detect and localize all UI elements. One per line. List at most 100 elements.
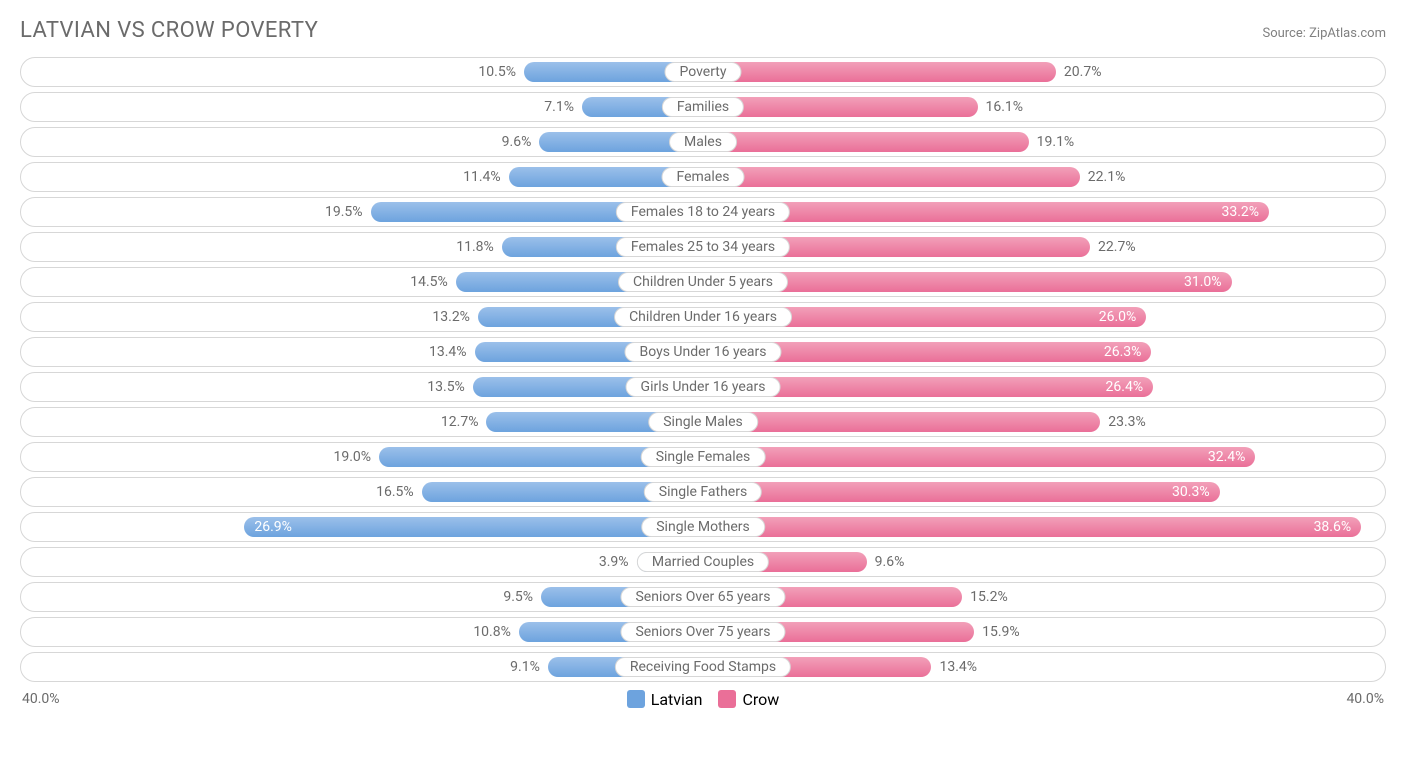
row-right-half: 26.3% xyxy=(703,338,1385,366)
row-left-half: 12.7% xyxy=(21,408,703,436)
chart-row: 13.4% 26.3%Boys Under 16 years xyxy=(20,337,1386,367)
row-left-half: 10.8% xyxy=(21,618,703,646)
bar-crow xyxy=(703,412,1100,432)
row-label: Married Couples xyxy=(637,552,769,572)
legend-swatch-latvian xyxy=(627,690,645,708)
chart-row: 16.5% 30.3% Single Fathers xyxy=(20,477,1386,507)
row-label: Males xyxy=(669,132,737,152)
value-crow: 31.0% xyxy=(1184,274,1222,290)
value-crow: 19.1% xyxy=(1037,134,1075,150)
chart-row: 9.5% 15.2% Seniors Over 65 years xyxy=(20,582,1386,612)
row-left-half: 9.6% xyxy=(21,128,703,156)
row-right-half: 19.1% xyxy=(703,128,1385,156)
row-right-half: 23.3% xyxy=(703,408,1385,436)
row-left-half: 14.5% xyxy=(21,268,703,296)
value-latvian: 13.4% xyxy=(429,344,467,360)
value-crow: 33.2% xyxy=(1221,204,1259,220)
row-left-half: 11.8% xyxy=(21,233,703,261)
row-label: Receiving Food Stamps xyxy=(615,657,791,677)
value-latvian: 14.5% xyxy=(410,274,448,290)
row-label: Females 25 to 34 years xyxy=(616,237,790,257)
value-crow: 30.3% xyxy=(1172,484,1210,500)
row-right-half: 32.4% xyxy=(703,443,1385,471)
row-left-half: 10.5% xyxy=(21,58,703,86)
value-latvian: 9.1% xyxy=(510,659,540,675)
chart-title: LATVIAN VS CROW POVERTY xyxy=(20,18,318,43)
row-left-half: 19.0% xyxy=(21,443,703,471)
value-crow: 26.4% xyxy=(1106,379,1144,395)
row-left-half: 26.9% xyxy=(21,513,703,541)
row-right-half: 26.0% xyxy=(703,303,1385,331)
row-label: Poverty xyxy=(664,62,741,82)
bar-crow: 38.6% xyxy=(703,517,1361,537)
value-latvian: 13.5% xyxy=(427,379,465,395)
value-latvian: 16.5% xyxy=(376,484,414,500)
value-latvian: 11.8% xyxy=(456,239,494,255)
value-latvian: 12.7% xyxy=(441,414,479,430)
row-label: Single Mothers xyxy=(641,517,765,537)
chart-row: 3.9% 9.6% Married Couples xyxy=(20,547,1386,577)
row-label: Children Under 5 years xyxy=(618,272,788,292)
chart-row: 9.1% 13.4% Receiving Food Stamps xyxy=(20,652,1386,682)
row-left-half: 11.4% xyxy=(21,163,703,191)
row-right-half: 16.1% xyxy=(703,93,1385,121)
legend-label-crow: Crow xyxy=(742,690,779,709)
chart-row: 19.0%32.4%Single Females xyxy=(20,442,1386,472)
bar-crow xyxy=(703,167,1080,187)
row-right-half: 38.6% xyxy=(703,513,1385,541)
row-left-half: 13.4% xyxy=(21,338,703,366)
legend-item-crow: Crow xyxy=(718,690,779,709)
row-label: Single Fathers xyxy=(644,482,762,502)
bar-latvian: 26.9% xyxy=(244,517,703,537)
legend: Latvian Crow xyxy=(627,690,780,709)
row-left-half: 9.1% xyxy=(21,653,703,681)
value-latvian: 26.9% xyxy=(254,519,292,535)
value-latvian: 3.9% xyxy=(599,554,629,570)
chart-row: 14.5% 31.0% Children Under 5 years xyxy=(20,267,1386,297)
chart-header: LATVIAN VS CROW POVERTY Source: ZipAtlas… xyxy=(20,18,1386,43)
value-crow: 15.2% xyxy=(970,589,1008,605)
value-crow: 9.6% xyxy=(875,554,905,570)
value-crow: 13.4% xyxy=(939,659,977,675)
row-right-half: 13.4% xyxy=(703,653,1385,681)
value-crow: 15.9% xyxy=(982,624,1020,640)
chart-row: 13.5% 26.4% Girls Under 16 years xyxy=(20,372,1386,402)
row-label: Females xyxy=(662,167,745,187)
chart-row: 10.5%20.7%Poverty xyxy=(20,57,1386,87)
row-right-half: 22.1% xyxy=(703,163,1385,191)
chart-row: 11.8% 22.7% Females 25 to 34 years xyxy=(20,232,1386,262)
value-latvian: 9.5% xyxy=(503,589,533,605)
row-right-half: 31.0% xyxy=(703,268,1385,296)
row-label: Girls Under 16 years xyxy=(626,377,781,397)
row-left-half: 13.5% xyxy=(21,373,703,401)
chart-source: Source: ZipAtlas.com xyxy=(1262,26,1386,41)
row-right-half: 33.2% xyxy=(703,198,1385,226)
bar-crow: 30.3% xyxy=(703,482,1220,502)
chart-row: 13.2%26.0%Children Under 16 years xyxy=(20,302,1386,332)
value-latvian: 19.0% xyxy=(334,449,372,465)
value-latvian: 9.6% xyxy=(502,134,532,150)
row-left-half: 19.5% xyxy=(21,198,703,226)
row-label: Single Males xyxy=(648,412,758,432)
row-label: Females 18 to 24 years xyxy=(616,202,790,222)
legend-swatch-crow xyxy=(718,690,736,708)
value-latvian: 10.8% xyxy=(473,624,511,640)
chart-row: 26.9% 38.6%Single Mothers xyxy=(20,512,1386,542)
row-right-half: 20.7% xyxy=(703,58,1385,86)
value-crow: 16.1% xyxy=(986,99,1024,115)
row-label: Boys Under 16 years xyxy=(624,342,781,362)
value-crow: 22.1% xyxy=(1088,169,1126,185)
row-label: Seniors Over 65 years xyxy=(620,587,785,607)
row-label: Children Under 16 years xyxy=(614,307,792,327)
row-right-half: 9.6% xyxy=(703,548,1385,576)
value-crow: 22.7% xyxy=(1098,239,1136,255)
row-left-half: 9.5% xyxy=(21,583,703,611)
chart-row: 7.1%16.1%Families xyxy=(20,92,1386,122)
row-label: Families xyxy=(662,97,744,117)
chart-footer: 40.0% Latvian Crow 40.0% xyxy=(20,687,1386,711)
row-left-half: 13.2% xyxy=(21,303,703,331)
row-right-half: 30.3% xyxy=(703,478,1385,506)
bar-crow xyxy=(703,97,978,117)
chart-row: 11.4% 22.1% Females xyxy=(20,162,1386,192)
bar-crow xyxy=(703,62,1056,82)
